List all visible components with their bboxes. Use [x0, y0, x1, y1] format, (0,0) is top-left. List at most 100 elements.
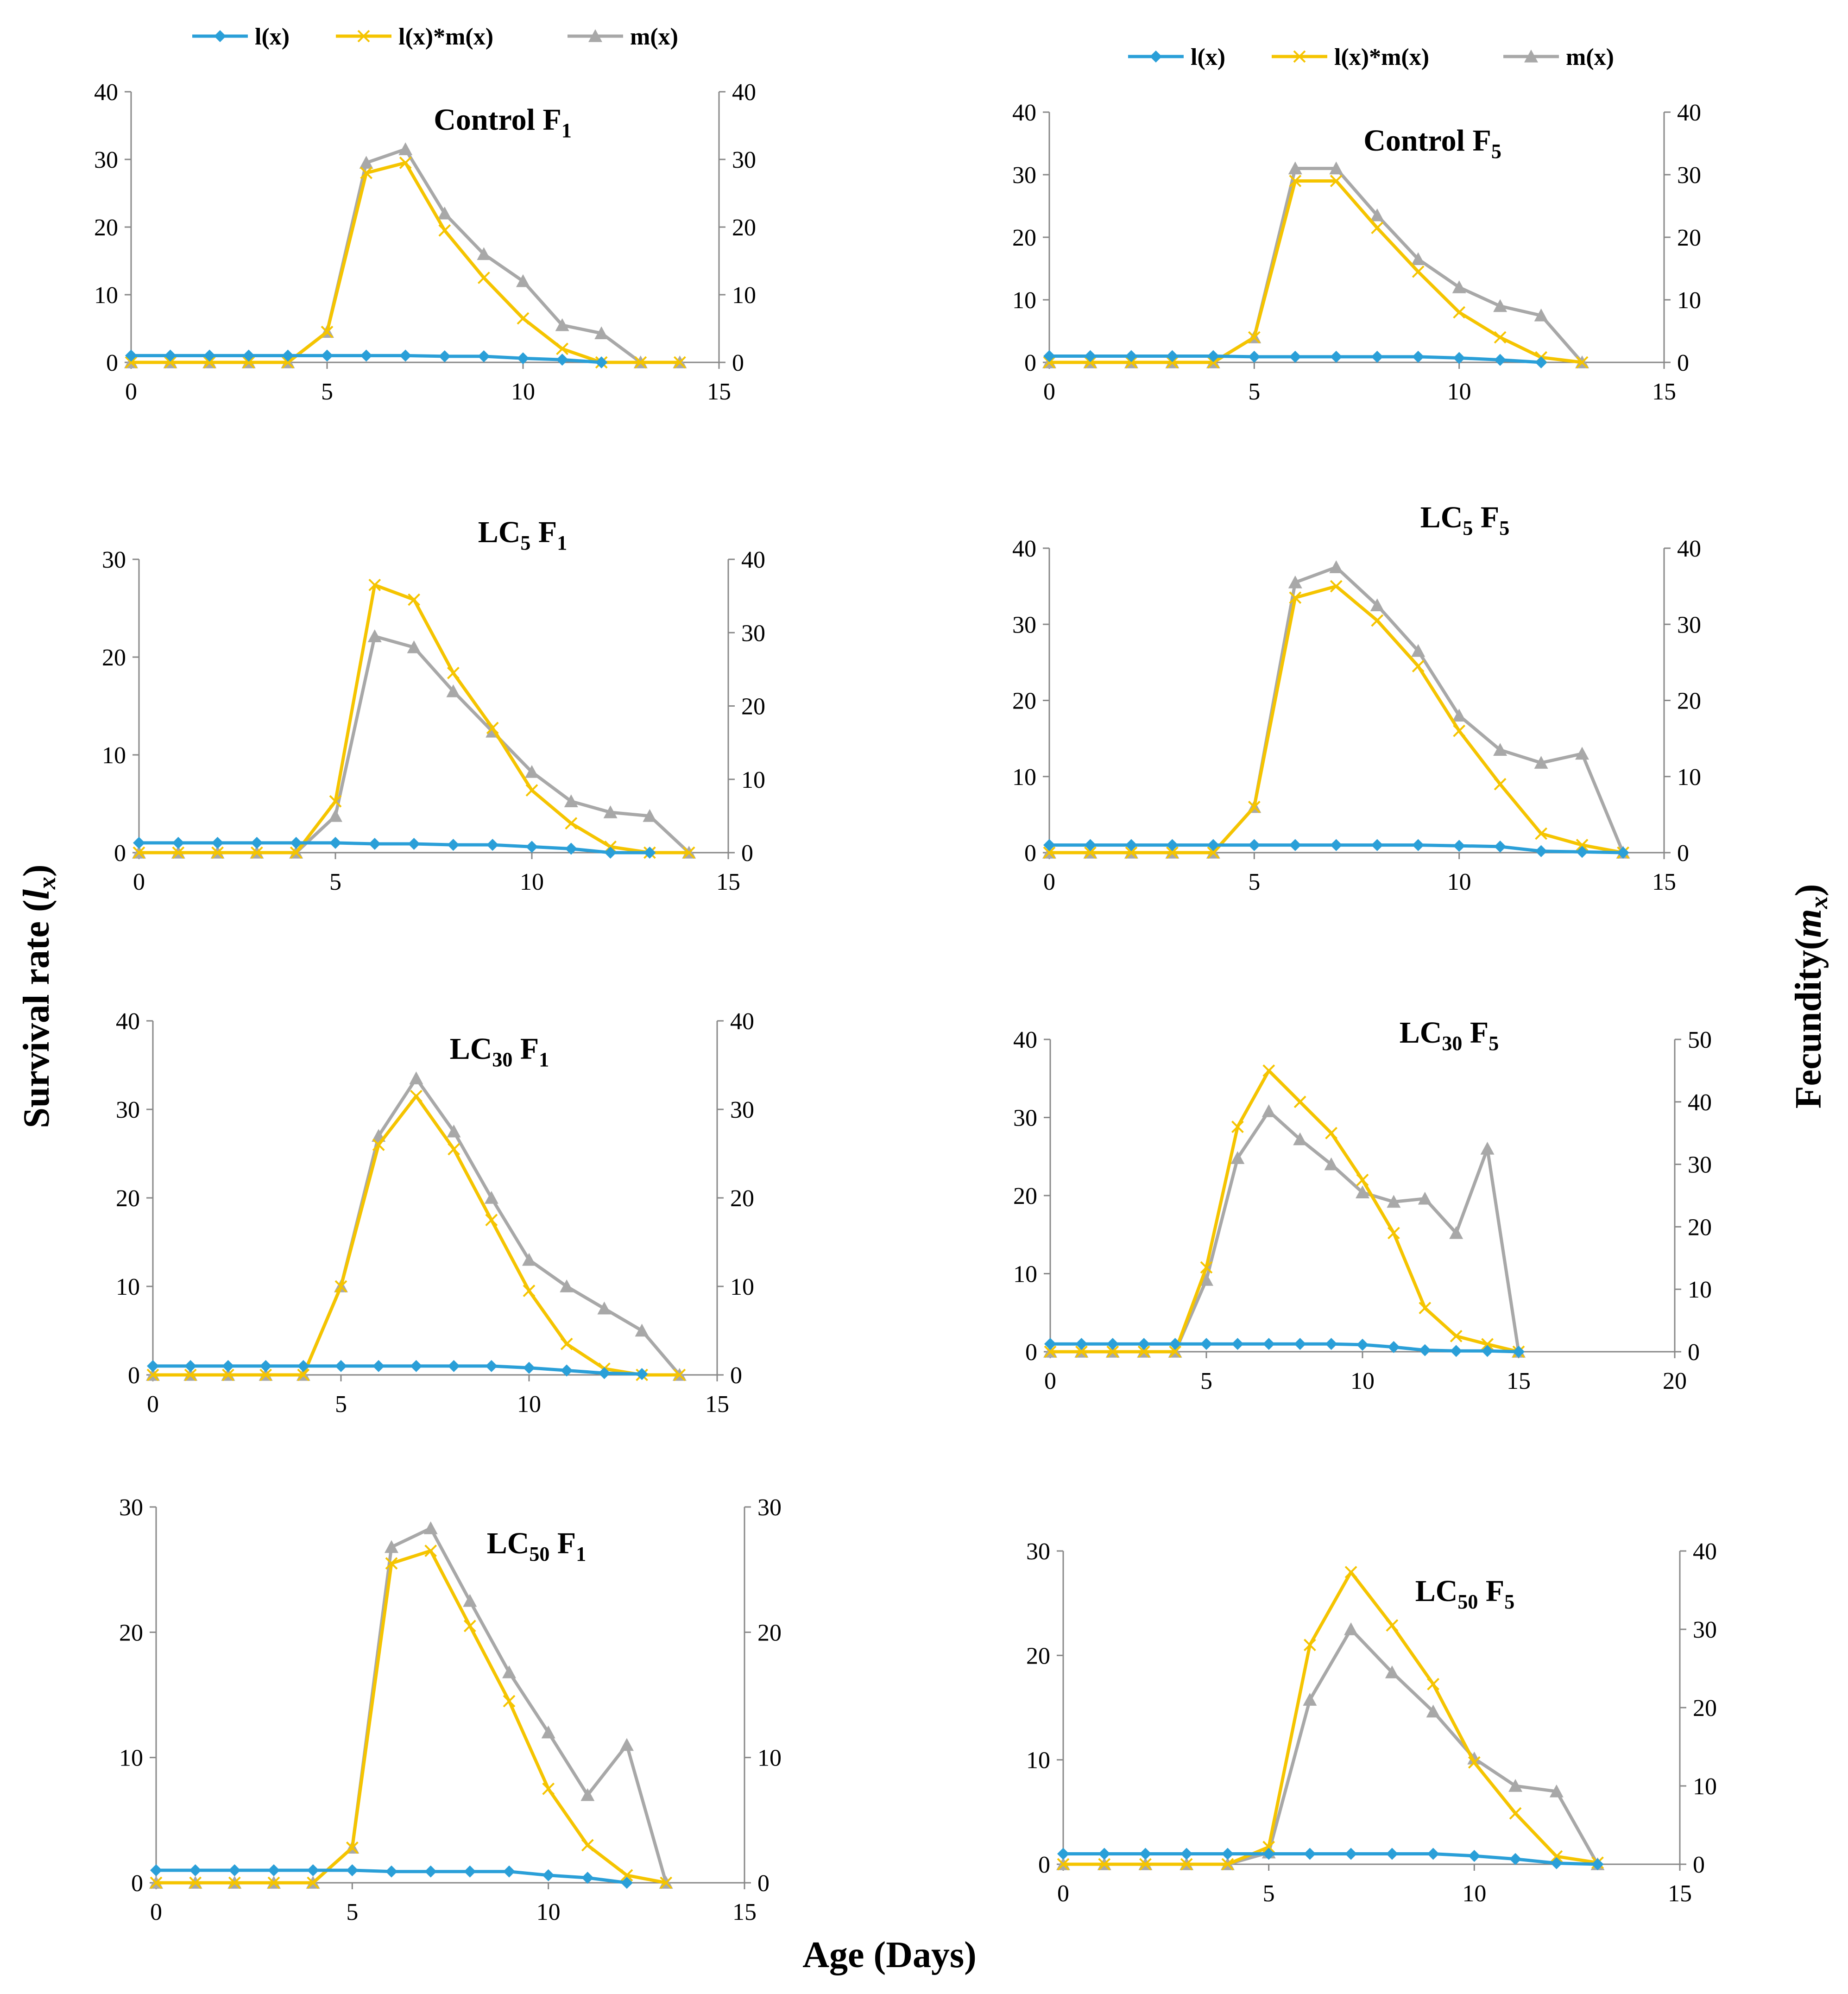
point-mx	[1288, 575, 1302, 589]
point-lxmx	[1535, 827, 1548, 840]
series-line-lxmx	[1049, 584, 1624, 855]
left-y-tick-label: 0	[114, 840, 126, 867]
point-lx	[1221, 1848, 1234, 1860]
point-mx	[1411, 252, 1425, 265]
point-lx	[321, 349, 333, 362]
left-y-tick-label: 20	[1012, 225, 1036, 251]
point-lxmx	[1356, 1173, 1369, 1186]
point-lxmx	[146, 1368, 159, 1381]
point-lxmx	[1386, 1619, 1399, 1632]
x-tick-label: 15	[732, 1899, 757, 1925]
x-tick-label: 0	[147, 1391, 159, 1418]
point-lxmx	[1084, 356, 1097, 369]
point-lx	[1289, 839, 1301, 851]
left-y-tick-label: 30	[1013, 1105, 1037, 1132]
point-mx	[1370, 208, 1384, 222]
point-lx	[565, 842, 577, 855]
left-y-tick-label: 10	[102, 742, 126, 769]
x-tick-label: 15	[1652, 379, 1676, 405]
point-lx	[1262, 1338, 1275, 1350]
left-y-tick-label: 30	[102, 547, 126, 573]
point-mx	[564, 794, 578, 807]
point-mx	[477, 247, 491, 260]
point-mx	[409, 1071, 423, 1084]
point-lxmx	[1180, 1858, 1193, 1871]
point-lx	[485, 1360, 498, 1372]
point-lx	[1371, 839, 1383, 851]
point-lx	[297, 1360, 309, 1372]
point-lxmx	[1450, 1329, 1463, 1342]
point-lx	[598, 1367, 611, 1380]
point-lxmx	[673, 356, 686, 369]
x-tick-label: 15	[1652, 869, 1676, 895]
point-lx	[1388, 1341, 1400, 1353]
point-lxmx	[1412, 265, 1425, 278]
point-lx	[1412, 839, 1425, 851]
chart-panel-7: 0 10 20 30 0 10 20 30 40 0 5 10 15 LC50 F5	[1026, 1538, 1717, 1907]
point-mx	[1324, 1157, 1338, 1171]
point-lx	[1084, 839, 1097, 851]
point-mx	[594, 326, 609, 339]
point-lxmx	[1043, 356, 1056, 369]
point-lxmx	[1576, 839, 1589, 851]
left-y-tick-label: 20	[1012, 688, 1036, 715]
left-y-tick-label: 20	[102, 645, 126, 671]
point-lx	[1289, 350, 1301, 363]
x-tick-label: 10	[511, 379, 535, 405]
point-lx	[1207, 350, 1219, 362]
right-y-tick-label: 20	[730, 1185, 754, 1212]
point-mx	[1452, 280, 1466, 293]
point-mx	[1370, 598, 1384, 611]
point-lxmx	[1248, 331, 1261, 344]
point-lx	[164, 349, 177, 362]
legend-marker-lxmx	[357, 30, 370, 43]
point-lxmx	[565, 817, 578, 830]
point-lx	[1345, 1848, 1357, 1860]
point-lx	[1043, 839, 1055, 851]
point-mx	[525, 765, 539, 778]
point-lxmx	[1330, 580, 1343, 593]
x-tick-label: 0	[133, 869, 145, 895]
point-lxmx	[399, 156, 412, 169]
series-line-mx	[153, 1076, 681, 1377]
point-mx	[1534, 756, 1548, 769]
point-lxmx	[1494, 331, 1507, 344]
point-lxmx	[189, 1876, 202, 1889]
x-tick-label: 10	[1350, 1368, 1375, 1394]
point-lx	[1513, 1346, 1525, 1358]
point-lx	[448, 1360, 460, 1372]
point-mx	[580, 1788, 595, 1801]
series-line-lxmx	[1049, 179, 1583, 364]
point-mx	[463, 1594, 477, 1607]
chart-panel-6: 0 10 20 30 0 10 20 30 0 5 10 15 LC50 F1	[119, 1494, 782, 1925]
point-lx	[1371, 350, 1383, 363]
point-lx	[542, 1869, 555, 1881]
point-lx	[1330, 839, 1343, 851]
legend-label-mx: m(x)	[1566, 44, 1614, 70]
point-lx	[438, 350, 451, 362]
series-line-mx	[156, 1526, 668, 1885]
point-lxmx	[1200, 1261, 1213, 1274]
right-y-tick-label: 10	[1677, 287, 1701, 314]
legend-label-lxmx: l(x)*m(x)	[1334, 44, 1429, 70]
point-lx	[1330, 350, 1343, 363]
point-mx	[367, 629, 382, 642]
point-lx	[290, 836, 303, 849]
point-lxmx	[1075, 1345, 1088, 1358]
series-line-lx	[139, 841, 650, 855]
point-mx	[522, 1253, 536, 1266]
x-tick-label: 0	[1043, 869, 1055, 895]
chart-panel-3: 0 10 20 30 40 0 10 20 30 40 0 5 10 15 LC5 F5	[1012, 500, 1701, 895]
point-lx	[1481, 1345, 1494, 1357]
point-lx	[1535, 845, 1547, 857]
point-lx	[1125, 839, 1137, 851]
right-y-tick-label: 30	[757, 1494, 782, 1521]
chart-panel-0: 0 10 20 30 40 0 10 20 30 40 0 5 10 15 Control F1	[94, 79, 756, 405]
point-mx	[1534, 308, 1548, 322]
right-y-tick-label: 50	[1688, 1027, 1712, 1053]
figure-xlabel: Age (Days)	[802, 1935, 976, 1975]
point-lxmx	[184, 1368, 197, 1381]
point-lxmx	[172, 846, 185, 859]
x-tick-label: 10	[520, 869, 544, 895]
point-lx	[147, 1360, 159, 1372]
